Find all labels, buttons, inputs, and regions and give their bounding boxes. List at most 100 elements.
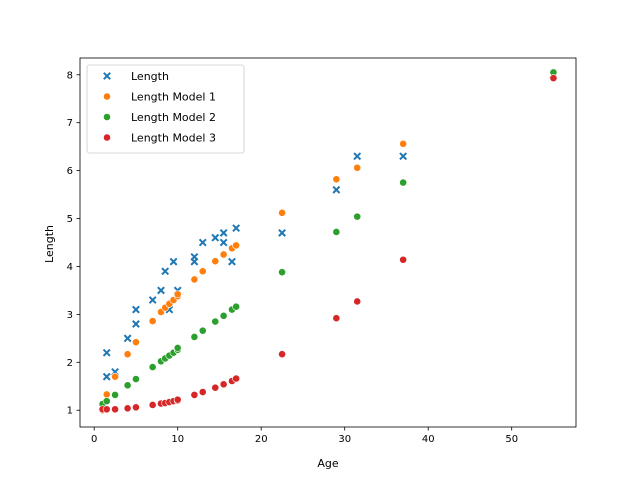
data-point	[332, 175, 341, 184]
data-point	[123, 404, 132, 413]
data-point	[102, 397, 111, 406]
data-point	[111, 390, 119, 399]
data-point	[278, 229, 286, 237]
data-point	[132, 320, 140, 328]
data-point	[123, 350, 132, 359]
data-point-stroke	[102, 372, 111, 381]
data-point	[211, 317, 220, 326]
data-point	[198, 388, 207, 396]
data-point	[399, 152, 408, 161]
plot-area	[79, 57, 577, 428]
data-point	[399, 139, 408, 148]
data-point	[148, 401, 157, 409]
data-point-stroke	[157, 286, 165, 295]
legend: Length Length Model 1 Length Model 2 Length…	[86, 64, 245, 154]
legend-item: Length Model 2	[103, 111, 216, 124]
data-point	[332, 228, 341, 236]
data-point	[132, 403, 140, 412]
data-point	[190, 390, 199, 399]
legend-label: Length Model 3	[131, 132, 216, 145]
data-point	[211, 233, 220, 242]
data-point	[190, 333, 199, 341]
data-point-stroke	[232, 224, 241, 233]
data-point	[169, 257, 178, 266]
legend-marker	[103, 113, 111, 121]
legend-item: Length Model 3	[103, 132, 216, 145]
legend-item: Length	[103, 70, 169, 83]
data-point	[278, 268, 286, 277]
y-axis-label: Length	[43, 225, 56, 263]
legend-item: Length Model 1	[103, 91, 216, 104]
data-point	[232, 302, 241, 311]
data-point-stroke	[123, 334, 132, 343]
legend-marker-stroke	[103, 72, 111, 80]
data-point	[132, 305, 140, 314]
data-point	[219, 311, 228, 320]
data-point	[111, 372, 119, 381]
data-point-stroke	[198, 238, 207, 247]
data-point-stroke	[353, 152, 362, 161]
data-point-stroke	[399, 152, 408, 161]
y-tick-label: 8	[67, 70, 73, 81]
data-point-stroke	[102, 348, 111, 357]
data-point	[228, 257, 236, 266]
data-point	[278, 208, 286, 217]
data-point	[353, 212, 362, 221]
x-tick-label: 50	[505, 434, 518, 445]
data-point	[232, 224, 241, 233]
y-tick-label: 4	[67, 262, 73, 273]
legend-label: Length Model 1	[131, 91, 216, 104]
legend-label: Length	[131, 70, 169, 83]
data-point	[211, 257, 220, 266]
data-point	[219, 250, 228, 259]
data-point-stroke	[219, 238, 228, 247]
data-point	[148, 363, 157, 371]
data-point	[232, 241, 241, 250]
axes-frame	[79, 57, 577, 428]
data-point	[102, 390, 111, 399]
data-point	[157, 286, 165, 295]
legend-marker	[103, 133, 111, 142]
data-point	[211, 383, 220, 392]
data-point	[278, 350, 286, 359]
data-point	[232, 374, 241, 383]
data-point	[173, 344, 182, 352]
data-point-stroke	[332, 185, 341, 194]
x-tick-label: 10	[171, 434, 184, 445]
data-point	[353, 297, 362, 306]
legend-marker	[103, 72, 111, 80]
data-point-stroke	[219, 229, 228, 237]
data-point-stroke	[211, 233, 220, 242]
data-point	[123, 334, 132, 343]
data-point	[332, 185, 341, 194]
data-point-stroke	[132, 320, 140, 328]
data-point	[132, 338, 140, 347]
data-point	[123, 381, 132, 390]
data-point	[353, 163, 362, 172]
y-axis-ticks: 1 2 3 4 5 6 7 8	[67, 70, 80, 417]
data-point-stroke	[278, 229, 286, 237]
x-tick-label: 40	[422, 434, 435, 445]
x-tick-label: 30	[338, 434, 351, 445]
data-point	[190, 252, 199, 261]
data-point	[219, 229, 228, 237]
data-point	[148, 296, 157, 304]
data-point	[111, 405, 119, 414]
data-point-stroke	[161, 267, 170, 276]
y-tick-label: 7	[67, 118, 73, 129]
series-4	[98, 74, 558, 414]
legend-box	[86, 64, 245, 154]
x-axis-ticks: 0 10 20 30 40 50	[91, 427, 518, 445]
data-point	[219, 380, 228, 389]
data-point	[549, 74, 558, 83]
data-point-stroke	[169, 257, 178, 266]
y-tick-label: 2	[67, 358, 73, 369]
data-point	[198, 326, 207, 335]
legend-marker	[103, 92, 111, 101]
series-1	[102, 70, 558, 381]
data-points	[98, 68, 558, 415]
x-axis-label: Age	[317, 457, 339, 470]
x-tick-label: 20	[255, 434, 268, 445]
data-point	[353, 152, 362, 161]
